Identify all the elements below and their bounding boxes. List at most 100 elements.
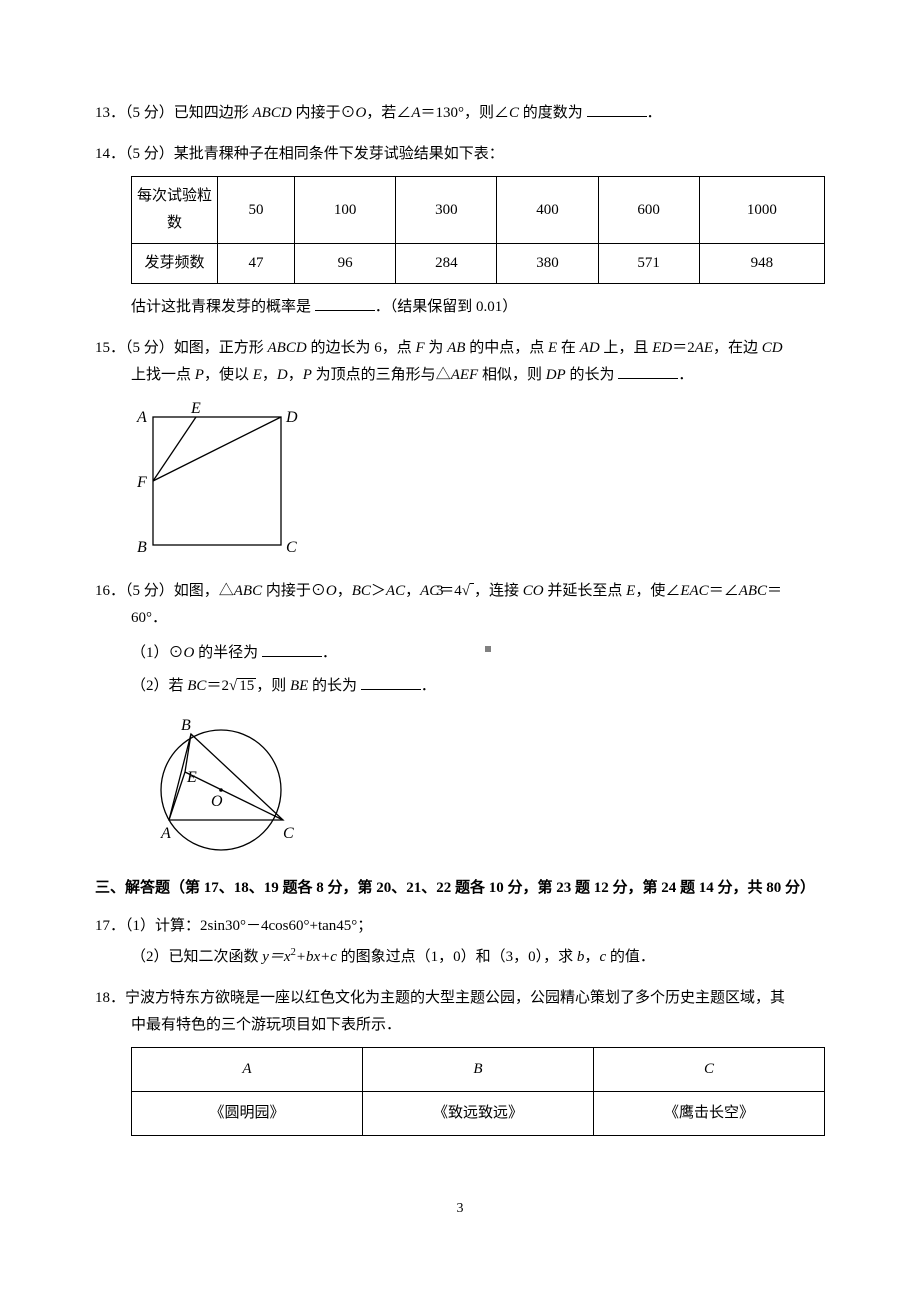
text: ，则 bbox=[256, 678, 290, 694]
q13-eq: ＝130°，则∠ bbox=[420, 105, 509, 121]
text: AB bbox=[447, 340, 465, 356]
text: 内接于⊙ bbox=[262, 583, 326, 599]
text: AE bbox=[695, 340, 713, 356]
text: P bbox=[195, 367, 204, 383]
text: ED bbox=[652, 340, 672, 356]
text: ． bbox=[421, 678, 436, 694]
q14-blank bbox=[315, 295, 375, 312]
text: E bbox=[626, 583, 635, 599]
label-A: A bbox=[136, 409, 147, 426]
text: DP bbox=[546, 367, 566, 383]
text: 上，且 bbox=[600, 340, 653, 356]
cell: 50 bbox=[218, 177, 295, 244]
text: AD bbox=[580, 340, 600, 356]
text: ， bbox=[288, 367, 303, 383]
text: 的值． bbox=[606, 949, 655, 965]
label-E: E bbox=[186, 769, 197, 786]
q14-table: 每次试验粒数 50 100 300 400 600 1000 发芽频数 47 9… bbox=[131, 176, 825, 284]
table-row: 每次试验粒数 50 100 300 400 600 1000 bbox=[132, 177, 825, 244]
q13-c: C bbox=[509, 105, 519, 121]
cell: 571 bbox=[598, 244, 699, 284]
cell: 47 bbox=[218, 244, 295, 284]
text: E bbox=[253, 367, 262, 383]
text: 的半径为 bbox=[194, 645, 262, 661]
text: ， bbox=[584, 949, 599, 965]
text: ＝ bbox=[767, 583, 782, 599]
text: 上找一点 bbox=[131, 367, 195, 383]
q13-blank bbox=[587, 101, 647, 118]
gray-marker-icon bbox=[485, 646, 491, 652]
table-row: 发芽频数 47 96 284 380 571 948 bbox=[132, 244, 825, 284]
text: ＝∠ bbox=[709, 583, 739, 599]
text: CD bbox=[762, 340, 783, 356]
text: 的长为 bbox=[308, 678, 361, 694]
text: ， bbox=[405, 583, 420, 599]
cell: C bbox=[594, 1047, 825, 1091]
text: P bbox=[303, 367, 312, 383]
text: EAC bbox=[680, 583, 708, 599]
text: （2）若 bbox=[131, 678, 187, 694]
text: ABCD bbox=[268, 340, 307, 356]
text: 相似，则 bbox=[478, 367, 546, 383]
text: y＝x bbox=[262, 949, 290, 965]
q13-tail: 的度数为 bbox=[519, 105, 587, 121]
text: O bbox=[326, 583, 337, 599]
text: BE bbox=[290, 678, 308, 694]
cell: A bbox=[132, 1047, 363, 1091]
q16-figure: A C B E O bbox=[131, 710, 825, 860]
q17-a: 17．（1）计算：2sin30°－4cos60°+tan45°； bbox=[95, 918, 372, 934]
cell: 300 bbox=[396, 177, 497, 244]
cell: 100 bbox=[295, 177, 396, 244]
q16-blank2 bbox=[361, 674, 421, 691]
q13-o: O bbox=[355, 105, 366, 121]
q14-r1-label: 每次试验粒数 bbox=[132, 177, 218, 244]
text: ， bbox=[262, 367, 277, 383]
label-E: E bbox=[190, 400, 201, 417]
text: 60°． bbox=[131, 610, 167, 626]
q14-tail-a: 估计这批青稞发芽的概率是 bbox=[131, 299, 315, 315]
text: ，使∠ bbox=[635, 583, 680, 599]
cell: 284 bbox=[396, 244, 497, 284]
question-15: 15．（5 分）如图，正方形 ABCD 的边长为 6，点 F 为 AB 的中点，… bbox=[95, 335, 825, 564]
cell: 380 bbox=[497, 244, 598, 284]
text: ABC bbox=[739, 583, 767, 599]
q13-mid1: 内接于⊙ bbox=[292, 105, 356, 121]
q13-label: 13．（5 分）已知四边形 bbox=[95, 105, 253, 121]
cell: 96 bbox=[295, 244, 396, 284]
sqrt15: 15 bbox=[237, 678, 256, 694]
label-C: C bbox=[286, 539, 297, 556]
text: 中最有特色的三个游玩项目如下表所示． bbox=[131, 1017, 401, 1033]
label-A: A bbox=[160, 825, 171, 842]
text: 并延长至点 bbox=[544, 583, 627, 599]
text: 在 bbox=[557, 340, 580, 356]
cell: 400 bbox=[497, 177, 598, 244]
cell: B bbox=[363, 1047, 594, 1091]
text: 的边长为 6，点 bbox=[307, 340, 416, 356]
question-16: 16．（5 分）如图，△ABC 内接于⊙O，BC＞AC，AC＝4√3，连接 CO… bbox=[95, 578, 825, 860]
section-3-heading: 三、解答题（第 17、18、19 题各 8 分，第 20、21、22 题各 10… bbox=[95, 874, 825, 903]
text: ABC bbox=[234, 583, 262, 599]
label-C: C bbox=[283, 825, 294, 842]
text: F bbox=[415, 340, 424, 356]
cell: 600 bbox=[598, 177, 699, 244]
question-18: 18．宁波方特东方欲晓是一座以红色文化为主题的大型主题公园，公园精心策划了多个历… bbox=[95, 985, 825, 1136]
text: D bbox=[277, 367, 288, 383]
q18-table: A B C 《圆明园》 《致远致远》 《鹰击长空》 bbox=[131, 1047, 825, 1136]
cell: 《致远致远》 bbox=[363, 1091, 594, 1135]
text: ，使以 bbox=[204, 367, 253, 383]
text: AC bbox=[386, 583, 405, 599]
text: E bbox=[548, 340, 557, 356]
text: ＝2 bbox=[672, 340, 695, 356]
q13-abcd: ABCD bbox=[253, 105, 292, 121]
text: 的中点，点 bbox=[465, 340, 548, 356]
q13-end: ． bbox=[647, 105, 662, 121]
q16-blank1 bbox=[262, 641, 322, 658]
text: ， bbox=[337, 583, 352, 599]
cell: 《鹰击长空》 bbox=[594, 1091, 825, 1135]
text: ． bbox=[678, 367, 693, 383]
text: CO bbox=[523, 583, 544, 599]
text: BC bbox=[352, 583, 371, 599]
text: （2）已知二次函数 bbox=[131, 949, 262, 965]
text: ． bbox=[322, 645, 337, 661]
text: 16．（5 分）如图，△ bbox=[95, 583, 234, 599]
